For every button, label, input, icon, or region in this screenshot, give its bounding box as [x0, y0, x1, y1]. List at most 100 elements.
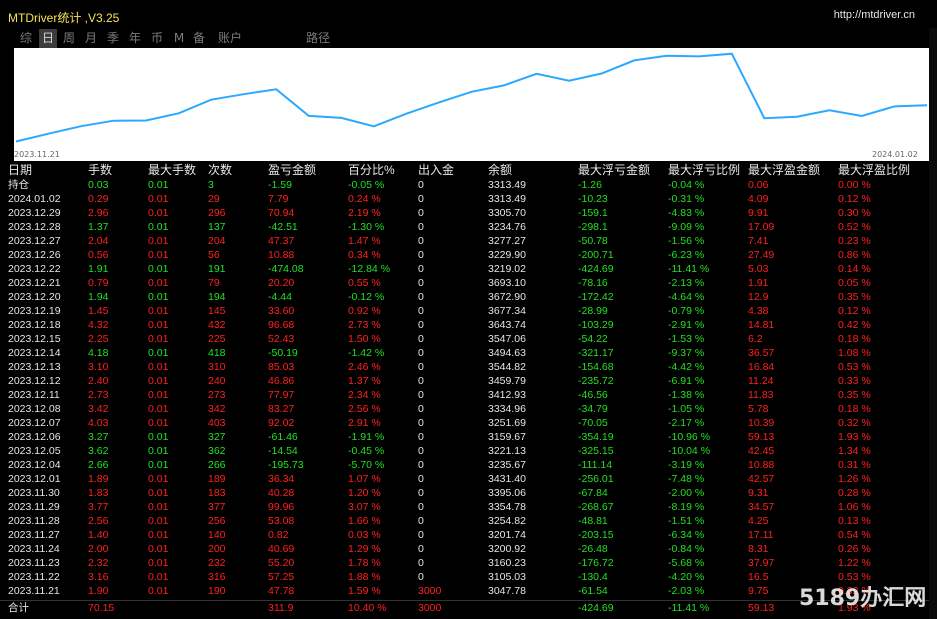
cell-1: 3.42 [88, 403, 109, 415]
tab-8[interactable]: 备 [192, 31, 205, 45]
cell-4: 92.02 [268, 417, 295, 429]
cell-9: -4.64 % [668, 291, 705, 303]
website-link[interactable]: http://mtdriver.cn [833, 9, 915, 21]
cell-8: -256.01 [578, 473, 614, 485]
cell-7: 3412.93 [488, 389, 526, 401]
table-header: 日期 手数 最大手数 次数 盈亏金额 百分比% 出入金 余额 最大浮亏金额 最大浮亏比例 最大浮盈金… [0, 163, 929, 177]
tab-0[interactable]: 综 [19, 31, 32, 45]
cell-5: 百分比% [348, 163, 395, 177]
cell-3: 310 [208, 361, 226, 373]
cell-10: 27.49 [748, 249, 775, 261]
cell-4: -50.19 [268, 347, 298, 359]
cell-3: 79 [208, 277, 220, 289]
cell-11: 0.12 % [838, 193, 871, 205]
tab-3[interactable]: 月 [84, 31, 97, 45]
cell-3: 183 [208, 487, 226, 499]
cell-9: -3.19 % [668, 459, 705, 471]
cell-6: 0 [418, 445, 424, 457]
cell-8: -61.54 [578, 585, 608, 597]
cell-4: 85.03 [268, 361, 295, 373]
cell-10: 16.5 [748, 571, 769, 583]
cell-8: -34.79 [578, 403, 608, 415]
cell-5: 0.92 % [348, 305, 381, 317]
cell-7: 3221.13 [488, 445, 526, 457]
scrollbar[interactable] [929, 28, 937, 619]
cell-11: 1.06 % [838, 501, 871, 513]
cell-5: -0.12 % [348, 291, 385, 303]
cell-11: 0.54 % [838, 529, 871, 541]
cell-4: 57.25 [268, 571, 295, 583]
cell-10: 12.9 [748, 291, 769, 303]
cell-6: 0 [418, 459, 424, 471]
cell-4: -61.46 [268, 431, 298, 443]
cell-4: 83.27 [268, 403, 295, 415]
cell-8: -200.71 [578, 249, 614, 261]
cell-1: 70.15 [88, 602, 115, 614]
cell-7: 3395.06 [488, 487, 526, 499]
cell-3: 418 [208, 347, 226, 359]
cell-11: 0.86 % [838, 249, 871, 261]
table-row: 2023.12.12 2.40 0.01 240 46.86 1.37 % 0 3459.79… [0, 374, 929, 388]
cell-10: 17.09 [748, 221, 775, 233]
table-row: 2023.12.21 0.79 0.01 79 20.20 0.55 % 0 3693.10 -… [0, 276, 929, 290]
cell-8: -154.68 [578, 361, 614, 373]
cell-6: 0 [418, 431, 424, 443]
total-row: 合计 70.15 311.9 10.40 % 3000 -424.69 -11.41 % 59… [0, 600, 929, 615]
tab-6[interactable]: 币 [150, 31, 163, 45]
cell-1: 3.77 [88, 501, 109, 513]
cell-5: 1.66 % [348, 515, 381, 527]
cell-4: 10.88 [268, 249, 295, 261]
cell-5: 2.56 % [348, 403, 381, 415]
cell-1: 手数 [88, 163, 113, 177]
cell-9: -0.79 % [668, 305, 705, 317]
cell-5: 10.40 % [348, 602, 387, 614]
cell-6: 0 [418, 361, 424, 373]
cell-3: 189 [208, 473, 226, 485]
cell-8: -1.26 [578, 179, 602, 191]
cell-7: 3431.40 [488, 473, 526, 485]
cell-2: 0.01 [148, 207, 169, 219]
cell-0: 2023.12.29 [8, 207, 61, 219]
cell-10: 10.88 [748, 459, 775, 471]
cell-11: 0.32 % [838, 417, 871, 429]
cell-7: 3235.67 [488, 459, 526, 471]
cell-9: -2.17 % [668, 417, 705, 429]
cell-6: 0 [418, 389, 424, 401]
chart-start-date: 2023.11.21 [14, 150, 60, 159]
cell-2: 0.01 [148, 459, 169, 471]
cell-4: 33.60 [268, 305, 295, 317]
cell-0: 2023.12.22 [8, 263, 61, 275]
cell-11: 0.53 % [838, 361, 871, 373]
cell-9: -0.31 % [668, 193, 705, 205]
cell-4: 46.86 [268, 375, 295, 387]
tab-1[interactable]: 日 [39, 29, 57, 48]
cell-2: 0.01 [148, 585, 169, 597]
cell-2: 0.01 [148, 249, 169, 261]
cell-2: 0.01 [148, 291, 169, 303]
cell-6: 0 [418, 417, 424, 429]
cell-9: -1.53 % [668, 333, 705, 345]
table-row: 2023.12.07 4.03 0.01 403 92.02 2.91 % 0 3251.69… [0, 416, 929, 430]
cell-11: 0.18 % [838, 403, 871, 415]
cell-2: 0.01 [148, 417, 169, 429]
cell-2: 0.01 [148, 501, 169, 513]
tab-4[interactable]: 季 [106, 31, 119, 45]
cell-4: 40.69 [268, 543, 295, 555]
cell-1: 2.56 [88, 515, 109, 527]
cell-11: 0.18 % [838, 333, 871, 345]
tab-2[interactable]: 周 [62, 31, 75, 45]
cell-6: 3000 [418, 585, 442, 597]
cell-5: 1.20 % [348, 487, 381, 499]
cell-10: 37.97 [748, 557, 775, 569]
tab-7[interactable]: M [173, 31, 185, 45]
cell-1: 2.66 [88, 459, 109, 471]
cell-3: 200 [208, 543, 226, 555]
cell-4: 盈亏金额 [268, 163, 317, 177]
tab-10[interactable]: 路径 [305, 31, 330, 45]
cell-7: 3672.90 [488, 291, 526, 303]
tab-9[interactable]: 账户 [217, 31, 242, 45]
cell-5: 3.07 % [348, 501, 381, 513]
cell-1: 2.25 [88, 333, 109, 345]
tab-5[interactable]: 年 [128, 31, 141, 45]
cell-5: -1.42 % [348, 347, 385, 359]
